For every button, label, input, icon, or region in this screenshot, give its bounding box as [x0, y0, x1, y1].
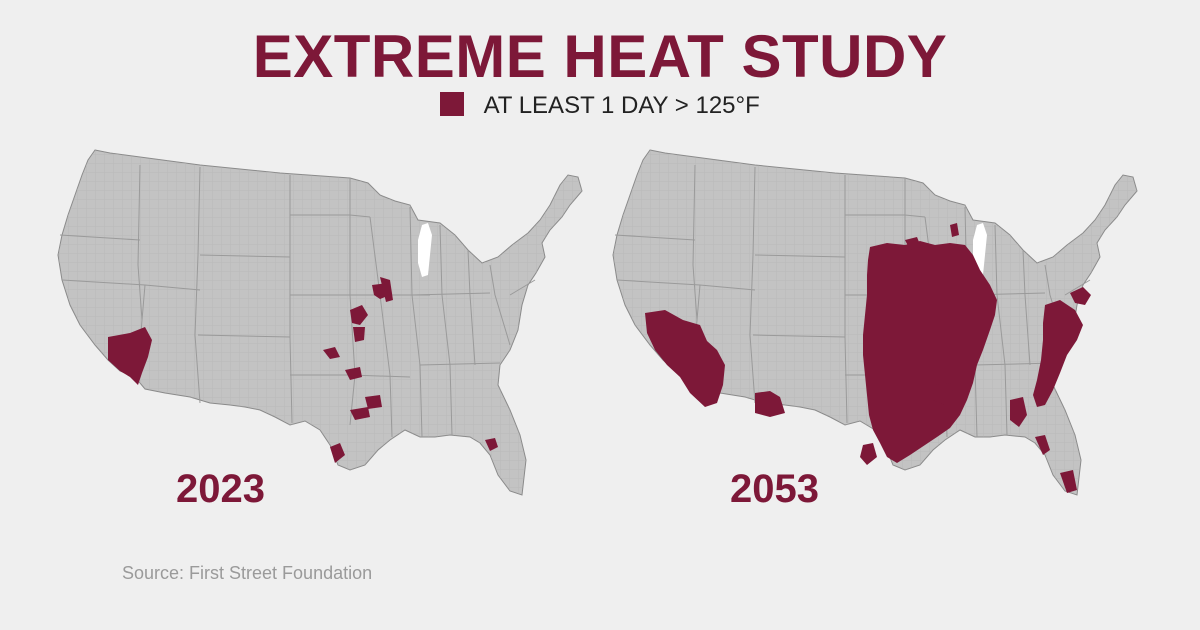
source-credit: Source: First Street Foundation — [122, 563, 373, 583]
legend-swatch — [440, 92, 465, 116]
heat-region-arizona-ca — [108, 327, 152, 385]
heat-region-eastern-seaboard — [1033, 300, 1083, 407]
heat-region-texas-coast — [330, 443, 345, 463]
heat-region-louisiana — [350, 407, 370, 420]
heat-region-missouri — [353, 327, 365, 342]
heat-region-new-mexico-texas — [755, 391, 785, 417]
heat-region-illinois-east — [380, 277, 393, 302]
heat-region-michigan-edge — [950, 223, 959, 237]
heat-regions-2053 — [645, 223, 1091, 493]
map-2023 — [50, 145, 600, 505]
heat-region-florida-panhandle — [485, 438, 498, 451]
heat-region-georgia — [1010, 397, 1027, 427]
heat-region-illinois-mid — [350, 305, 368, 325]
heat-regions-2023 — [108, 277, 498, 463]
lake-michigan — [418, 223, 432, 277]
map-2053 — [605, 145, 1155, 505]
heat-region-southwest — [645, 310, 725, 407]
heat-region-upper-midwest — [905, 237, 921, 250]
legend-label: AT LEAST 1 DAY > 125°F — [483, 92, 760, 119]
heat-region-arkansas-2 — [365, 395, 382, 409]
heat-region-florida-south — [1060, 470, 1077, 493]
year-label-2053: 2053 — [730, 467, 819, 511]
heat-region-mississippi-delta — [933, 383, 955, 405]
heat-region-arkansas-1 — [345, 367, 362, 380]
heat-region-central-plains — [863, 241, 997, 463]
page-title: EXTREME HEAT STUDY — [252, 23, 948, 90]
heat-region-texas-coast — [860, 443, 877, 465]
heat-region-mid-atlantic — [1070, 287, 1091, 305]
heat-region-florida-west — [1035, 435, 1050, 455]
legend: AT LEAST 1 DAY > 125°F — [0, 92, 1200, 120]
year-label-2023: 2023 — [176, 467, 265, 511]
heat-region-ks-ok — [323, 347, 340, 359]
